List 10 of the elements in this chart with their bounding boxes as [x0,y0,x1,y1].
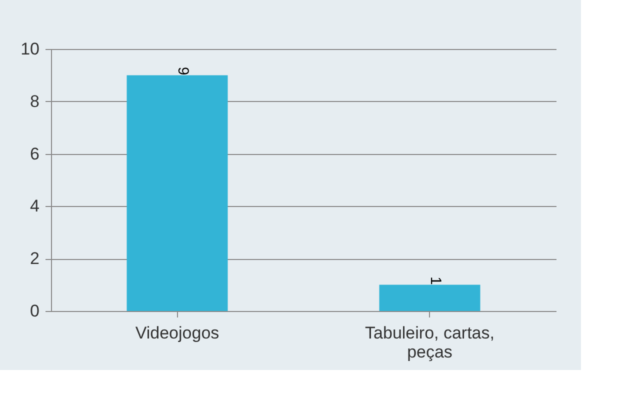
x-tick-label: Tabuleiro, cartas, peças [365,324,494,362]
y-tick-label: 6 [30,144,40,164]
y-tick-label: 4 [30,196,40,216]
y-tick-label: 0 [30,302,40,320]
y-tick-label: 2 [30,249,40,268]
data-label: 9 [174,66,192,76]
y-tick-label: 10 [20,40,40,58]
x-tick-label: Videojogos [135,324,220,342]
data-label: 1 [426,276,444,285]
y-tick-label: 8 [30,92,40,111]
